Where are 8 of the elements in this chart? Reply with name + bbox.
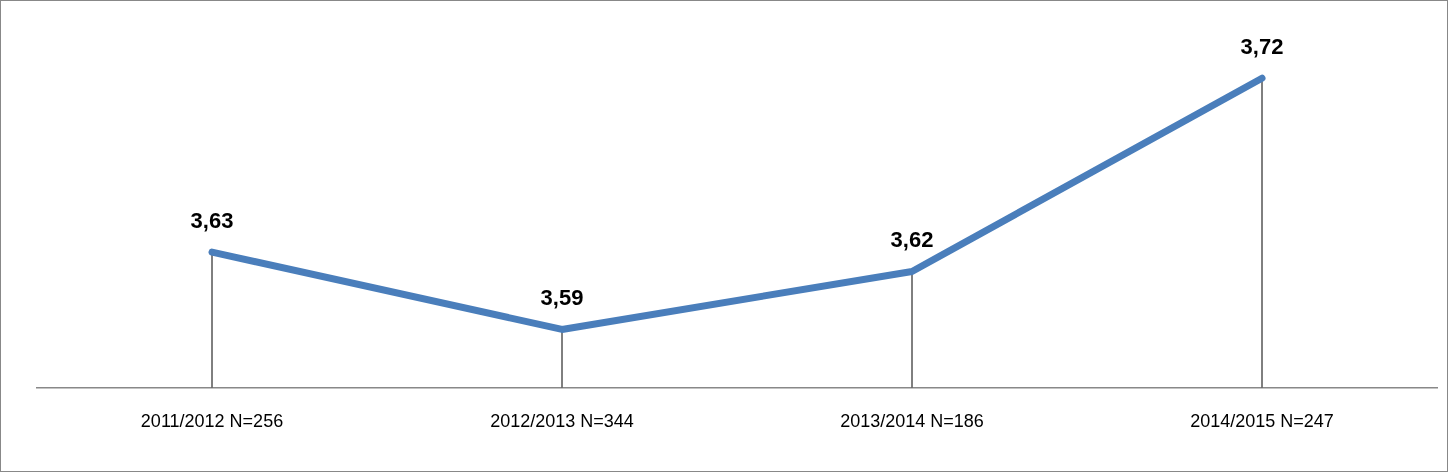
data-label: 3,63 [190, 208, 234, 234]
data-label: 3,59 [540, 285, 584, 311]
x-tick-label: 2013/2014 N=186 [840, 411, 984, 432]
x-tick-label: 2011/2012 N=256 [140, 411, 284, 432]
data-label: 3,62 [890, 227, 934, 253]
x-tick-label: 2014/2015 N=247 [1190, 411, 1334, 432]
x-tick-label: 2012/2013 N=344 [490, 411, 634, 432]
data-label: 3,72 [1240, 34, 1284, 60]
